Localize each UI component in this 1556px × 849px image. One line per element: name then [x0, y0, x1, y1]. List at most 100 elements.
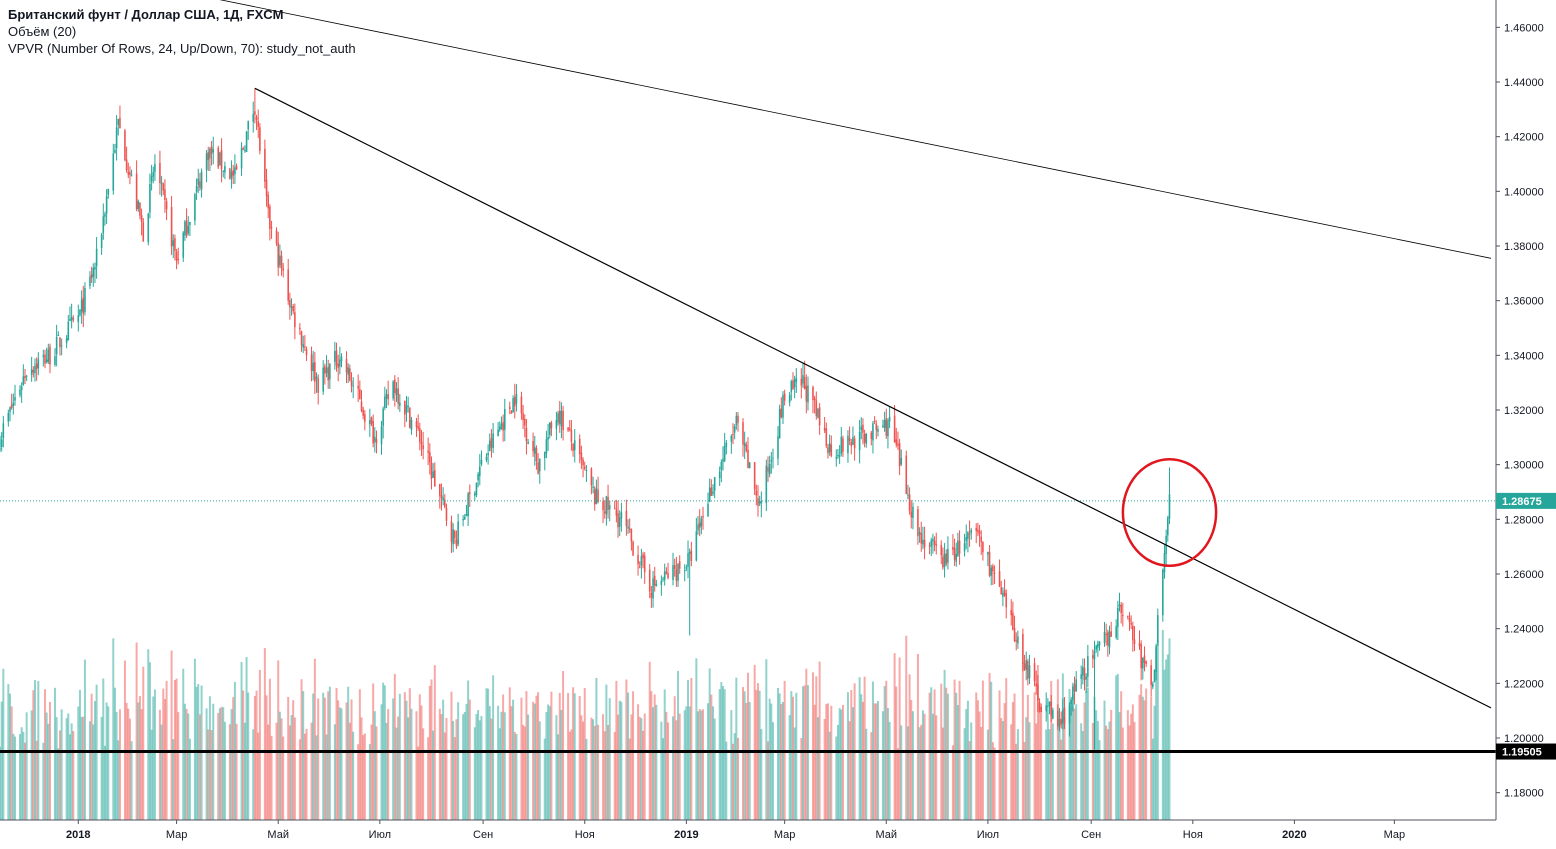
volume-bar [18, 734, 21, 820]
volume-bar [338, 707, 341, 820]
candle-body [242, 148, 245, 150]
volume-bar [813, 704, 816, 820]
volume-bar [935, 715, 938, 820]
volume-bar [468, 699, 471, 820]
volume-bar [13, 736, 16, 820]
volume-bar [522, 724, 525, 820]
candle-body [922, 539, 924, 545]
candle-body [872, 423, 874, 441]
candle-body [1115, 626, 1117, 638]
candle-body [49, 346, 51, 365]
volume-bar [0, 746, 1, 820]
candle-body [515, 394, 518, 404]
volume-bar [183, 703, 186, 820]
volume-bar [78, 689, 81, 820]
volume-bar [888, 721, 891, 820]
candle-body [943, 553, 946, 567]
candle-body [1000, 587, 1003, 595]
volume-bar [280, 718, 283, 820]
volume-bar [70, 723, 73, 820]
candle-body [1033, 663, 1036, 682]
candle-body [882, 425, 884, 428]
candle-body [1083, 667, 1086, 680]
volume-indicator-label[interactable]: Объём (20) [8, 24, 77, 39]
candle-body [1118, 604, 1121, 607]
candle-body [10, 404, 13, 409]
candle-body [419, 428, 421, 443]
candle-body [812, 387, 814, 400]
candle-body [105, 196, 108, 214]
volume-bar [163, 699, 166, 820]
volume-bar [993, 747, 996, 820]
volume-bar [638, 716, 641, 820]
candle-body [322, 367, 324, 392]
candle-body [1062, 709, 1064, 724]
volume-bar [976, 700, 979, 820]
candle-body [782, 395, 784, 418]
candle-body [30, 369, 33, 375]
candle-body [0, 439, 3, 448]
candle-body [768, 463, 771, 475]
candle-body [935, 544, 938, 546]
candle-body [967, 532, 969, 539]
volume-bar [1045, 729, 1048, 820]
volume-bar [317, 698, 320, 820]
volume-bar [1036, 664, 1039, 820]
volume-bar [781, 702, 784, 820]
volume-bar [67, 713, 70, 820]
volume-bar [198, 714, 201, 820]
volume-bar [138, 696, 141, 820]
candle-body [998, 571, 1001, 587]
volume-bar [846, 692, 849, 820]
volume-bar [1080, 723, 1083, 820]
candle-body [1015, 640, 1018, 642]
volume-bar [1035, 723, 1038, 820]
candle-body [279, 255, 281, 266]
volume-bar [473, 727, 476, 820]
candle-body [698, 522, 701, 528]
volume-bar [1121, 727, 1124, 820]
volume-bar [397, 716, 400, 820]
candle-body [197, 178, 200, 185]
volume-bar [2, 668, 5, 820]
volume-bar [568, 731, 571, 820]
volume-bar [1000, 718, 1003, 820]
candle-body [1153, 670, 1156, 683]
candle-body [955, 553, 958, 562]
volume-bar [212, 703, 215, 820]
candle-body [229, 168, 231, 179]
price-tick-label: 1.36000 [1504, 296, 1544, 308]
price-tick-label: 1.28000 [1504, 514, 1544, 526]
candle-body [547, 436, 549, 440]
volume-bar [497, 705, 500, 820]
volume-bar [562, 671, 565, 820]
candle-body [314, 362, 316, 382]
candle-body [527, 441, 529, 444]
candle-body [468, 492, 471, 495]
volume-bar [485, 688, 488, 820]
symbol-title[interactable]: Британский фунт / Доллар США, 1Д, FXCM [8, 7, 284, 22]
volume-bar [663, 689, 666, 820]
candle-body [142, 222, 145, 242]
volume-bar [1150, 696, 1153, 820]
volume-bar [23, 742, 26, 820]
candle-body [745, 444, 748, 451]
candle-body [522, 413, 524, 421]
candle-body [780, 408, 783, 418]
candle-body [523, 418, 526, 426]
volume-bar [790, 691, 793, 820]
volume-bar [150, 729, 153, 820]
candle-body [545, 439, 548, 454]
vpvr-indicator-label[interactable]: VPVR (Number Of Rows, 24, Up/Down, 70): … [8, 41, 356, 56]
candle-body [772, 457, 774, 459]
candle-body [818, 407, 821, 426]
volume-bar [722, 686, 725, 820]
volume-bar [908, 674, 911, 820]
volume-bar [220, 706, 223, 820]
volume-bar [232, 697, 235, 820]
volume-bar [247, 692, 250, 820]
volume-bar [12, 733, 15, 820]
volume-bar [1073, 708, 1076, 820]
volume-bar [90, 693, 93, 820]
